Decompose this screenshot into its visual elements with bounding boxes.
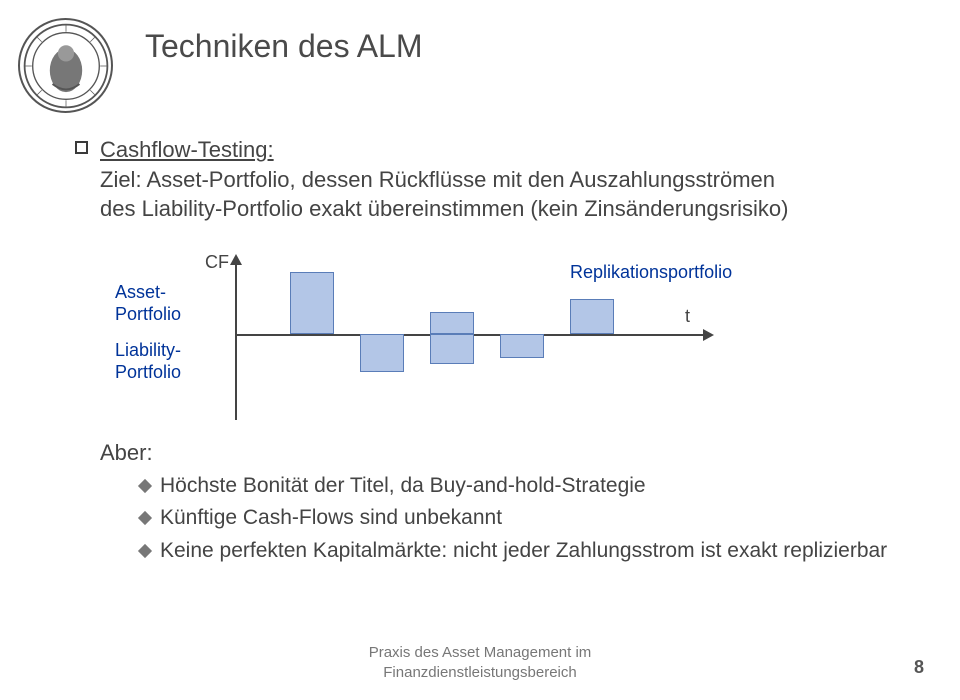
chart-bar — [500, 334, 544, 358]
aber-label: Aber: — [100, 440, 900, 466]
square-bullet-icon — [75, 141, 88, 154]
bullet-text: Cashflow-Testing: Ziel: Asset-Portfolio,… — [100, 135, 788, 224]
footer-line2: Finanzdienstleistungsbereich — [383, 664, 576, 681]
aber-item: Keine perfekten Kapitalmärkte: nicht jed… — [140, 537, 900, 565]
chart-bar — [430, 334, 474, 364]
axis-x-label: t — [685, 306, 690, 327]
aber-item-text: Höchste Bonität der Titel, da Buy-and-ho… — [160, 472, 646, 500]
footer: Praxis des Asset Management im Finanzdie… — [0, 643, 960, 682]
arrow-up-icon — [230, 254, 242, 265]
chart-bar — [430, 312, 474, 334]
aber-block: Aber: Höchste Bonität der Titel, da Buy-… — [100, 440, 900, 569]
chart-bar — [570, 299, 614, 334]
aber-items: Höchste Bonität der Titel, da Buy-and-ho… — [100, 472, 900, 565]
aber-item: Künftige Cash-Flows sind unbekannt — [140, 504, 900, 532]
university-seal-logo — [18, 18, 113, 113]
liability-portfolio-label: Liability- Portfolio — [115, 340, 181, 383]
aber-item-text: Keine perfekten Kapitalmärkte: nicht jed… — [160, 537, 887, 565]
diamond-bullet-icon — [138, 511, 152, 525]
chart-bar — [360, 334, 404, 372]
bullet-heading: Cashflow-Testing: — [100, 137, 274, 162]
bullet-line1: Ziel: Asset-Portfolio, dessen Rückflüsse… — [100, 167, 775, 192]
slide-title: Techniken des ALM — [145, 28, 423, 65]
y-axis — [235, 260, 237, 420]
asset-portfolio-label: Asset- Portfolio — [115, 282, 181, 325]
main-bullet: Cashflow-Testing: Ziel: Asset-Portfolio,… — [75, 135, 900, 224]
replication-portfolio-label: Replikationsportfolio — [570, 262, 732, 283]
main-content: Cashflow-Testing: Ziel: Asset-Portfolio,… — [75, 135, 900, 420]
footer-line1: Praxis des Asset Management im — [369, 644, 592, 661]
diamond-bullet-icon — [138, 544, 152, 558]
bullet-line2: des Liability-Portfolio exakt übereinsti… — [100, 196, 788, 221]
aber-item-text: Künftige Cash-Flows sind unbekannt — [160, 504, 502, 532]
page-number: 8 — [914, 657, 924, 678]
chart-bar — [290, 272, 334, 334]
axis-y-label: CF — [205, 252, 229, 273]
arrow-right-icon — [703, 329, 714, 341]
diamond-bullet-icon — [138, 479, 152, 493]
cashflow-chart: CF t Asset- Portfolio Liability- Portfol… — [115, 230, 735, 420]
seal-icon — [21, 21, 111, 111]
aber-item: Höchste Bonität der Titel, da Buy-and-ho… — [140, 472, 900, 500]
